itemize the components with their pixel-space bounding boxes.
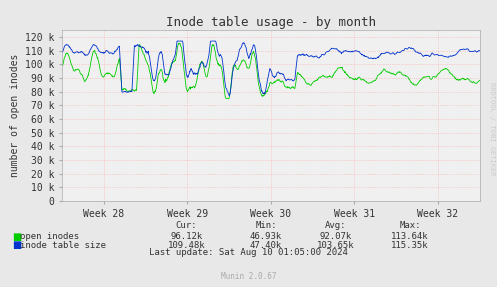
inode table size bbox=[226, 94, 232, 98]
inode table size bbox=[102, 51, 108, 55]
Text: ■: ■ bbox=[12, 232, 22, 242]
Text: 113.64k: 113.64k bbox=[391, 232, 429, 241]
Text: RRDTOOL / TOBI OETIKER: RRDTOOL / TOBI OETIKER bbox=[489, 82, 495, 176]
Text: Avg:: Avg: bbox=[325, 221, 346, 230]
Text: 109.48k: 109.48k bbox=[167, 241, 205, 250]
open inodes bbox=[102, 73, 108, 77]
open inodes bbox=[244, 65, 250, 69]
inode table size bbox=[59, 50, 65, 54]
inode table size bbox=[174, 39, 180, 43]
Text: Max:: Max: bbox=[399, 221, 421, 230]
Title: Inode table usage - by month: Inode table usage - by month bbox=[166, 16, 376, 29]
open inodes bbox=[176, 41, 182, 45]
inode table size bbox=[477, 49, 483, 52]
open inodes bbox=[393, 72, 399, 76]
Text: Munin 2.0.67: Munin 2.0.67 bbox=[221, 272, 276, 281]
Text: 46.93k: 46.93k bbox=[250, 232, 282, 241]
open inodes bbox=[346, 76, 352, 79]
inode table size bbox=[346, 50, 352, 53]
Text: 92.07k: 92.07k bbox=[320, 232, 351, 241]
Line: open inodes: open inodes bbox=[62, 43, 480, 98]
open inodes bbox=[229, 75, 235, 79]
Text: 115.35k: 115.35k bbox=[391, 241, 429, 250]
inode table size bbox=[393, 52, 399, 56]
Text: inode table size: inode table size bbox=[20, 241, 106, 250]
inode table size bbox=[386, 51, 392, 55]
open inodes bbox=[223, 97, 229, 100]
inode table size bbox=[229, 77, 235, 81]
Text: ■: ■ bbox=[12, 241, 22, 250]
Text: open inodes: open inodes bbox=[20, 232, 79, 241]
Text: Min:: Min: bbox=[255, 221, 277, 230]
Text: Last update: Sat Aug 10 01:05:00 2024: Last update: Sat Aug 10 01:05:00 2024 bbox=[149, 248, 348, 257]
open inodes bbox=[386, 71, 392, 74]
inode table size bbox=[244, 50, 250, 54]
Text: 47.40k: 47.40k bbox=[250, 241, 282, 250]
Text: 96.12k: 96.12k bbox=[170, 232, 202, 241]
Text: 103.65k: 103.65k bbox=[317, 241, 354, 250]
open inodes bbox=[477, 79, 483, 82]
Text: Cur:: Cur: bbox=[175, 221, 197, 230]
Y-axis label: number of open inodes: number of open inodes bbox=[9, 54, 19, 177]
open inodes bbox=[59, 64, 65, 67]
Line: inode table size: inode table size bbox=[62, 41, 480, 96]
